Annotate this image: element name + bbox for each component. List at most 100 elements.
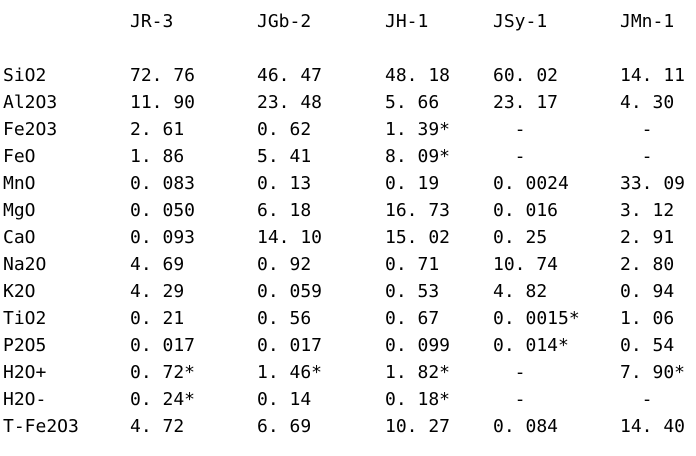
cell-value: 0. 54 xyxy=(620,335,675,356)
row-label: SiO2 xyxy=(3,65,47,86)
cell-value: 46. 47 xyxy=(257,65,323,86)
table-row: K2O 4. 29 0. 059 0. 53 4. 82 0. 94 xyxy=(3,278,696,305)
cell-value: 4. 30 xyxy=(620,92,675,113)
cell-value: 0. 099 xyxy=(385,335,451,356)
cell-value: 1. 39* xyxy=(385,119,451,140)
table-row: SiO2 72. 76 46. 47 48. 18 60. 02 14. 11 xyxy=(3,62,696,89)
cell-value: 0. 14 xyxy=(257,389,312,410)
cell-value: - xyxy=(641,146,653,167)
row-label: TiO2 xyxy=(3,308,47,329)
cell-value: 0. 24* xyxy=(130,389,196,410)
column-header: JR-3 xyxy=(130,11,174,32)
row-label: Na2O xyxy=(3,254,47,275)
cell-value: 0. 72* xyxy=(130,362,196,383)
cell-value: 5. 41 xyxy=(257,146,312,167)
table-row: H2O+ 0. 72* 1. 46* 1. 82* - 7. 90* xyxy=(3,359,696,386)
cell-value: 10. 74 xyxy=(493,254,559,275)
cell-value: 0. 71 xyxy=(385,254,440,275)
row-label: MgO xyxy=(3,200,36,221)
cell-value: - xyxy=(641,119,653,140)
cell-value: - xyxy=(514,119,526,140)
cell-value: 0. 0024 xyxy=(493,173,569,194)
cell-value: - xyxy=(514,146,526,167)
cell-value: 0. 56 xyxy=(257,308,312,329)
cell-value: 0. 25 xyxy=(493,227,548,248)
row-label: T-Fe2O3 xyxy=(3,416,79,437)
row-label: H2O- xyxy=(3,389,47,410)
cell-value: 5. 66 xyxy=(385,92,440,113)
cell-value: 0. 94 xyxy=(620,281,675,302)
cell-value: 0. 21 xyxy=(130,308,185,329)
cell-value: 4. 29 xyxy=(130,281,185,302)
cell-value: 1. 06 xyxy=(620,308,675,329)
column-header: JSy-1 xyxy=(493,11,548,32)
cell-value: 11. 90 xyxy=(130,92,196,113)
row-label: MnO xyxy=(3,173,36,194)
cell-value: 48. 18 xyxy=(385,65,451,86)
row-label: CaO xyxy=(3,227,36,248)
cell-value: 0. 093 xyxy=(130,227,196,248)
cell-value: 16. 73 xyxy=(385,200,451,221)
header-row: JR-3 JGb-2 JH-1 JSy-1 JMn-1 xyxy=(3,8,696,35)
cell-value: 0. 0015* xyxy=(493,308,580,329)
cell-value: 0. 19 xyxy=(385,173,440,194)
cell-value: 1. 82* xyxy=(385,362,451,383)
table-row: Al2O3 11. 90 23. 48 5. 66 23. 17 4. 30 xyxy=(3,89,696,116)
cell-value: 0. 92 xyxy=(257,254,312,275)
cell-value: - xyxy=(514,389,526,410)
table-row: MnO 0. 083 0. 13 0. 19 0. 0024 33. 09 xyxy=(3,170,696,197)
cell-value: 33. 09 xyxy=(620,173,686,194)
cell-value: - xyxy=(641,389,653,410)
cell-value: 0. 18* xyxy=(385,389,451,410)
cell-value: 23. 17 xyxy=(493,92,559,113)
column-header xyxy=(3,8,130,35)
cell-value: 0. 050 xyxy=(130,200,196,221)
row-label: Al2O3 xyxy=(3,92,58,113)
cell-value: 14. 11 xyxy=(620,65,686,86)
cell-value: 2. 80 xyxy=(620,254,675,275)
cell-value: 0. 016 xyxy=(493,200,559,221)
cell-value: 10. 27 xyxy=(385,416,451,437)
cell-value: 0. 084 xyxy=(493,416,559,437)
cell-value: 60. 02 xyxy=(493,65,559,86)
cell-value: 7. 90* xyxy=(620,362,686,383)
column-header: JMn-1 xyxy=(620,11,675,32)
cell-value: 4. 82 xyxy=(493,281,548,302)
cell-value: 0. 083 xyxy=(130,173,196,194)
cell-value: 3. 12 xyxy=(620,200,675,221)
spacer-row xyxy=(3,35,696,62)
row-label: H2O+ xyxy=(3,362,47,383)
row-label: P2O5 xyxy=(3,335,47,356)
cell-value: 0. 014* xyxy=(493,335,569,356)
cell-value: 4. 69 xyxy=(130,254,185,275)
table-row: TiO2 0. 21 0. 56 0. 67 0. 0015* 1. 06 xyxy=(3,305,696,332)
cell-value: 2. 91 xyxy=(620,227,675,248)
cell-value: 4. 72 xyxy=(130,416,185,437)
table-row: Fe2O3 2. 61 0. 62 1. 39* - - xyxy=(3,116,696,143)
row-label: Fe2O3 xyxy=(3,119,58,140)
cell-value: 8. 09* xyxy=(385,146,451,167)
cell-value: 14. 10 xyxy=(257,227,323,248)
cell-value: 0. 13 xyxy=(257,173,312,194)
cell-value: 15. 02 xyxy=(385,227,451,248)
table-row: MgO 0. 050 6. 18 16. 73 0. 016 3. 12 xyxy=(3,197,696,224)
column-header: JGb-2 xyxy=(257,11,312,32)
cell-value: 0. 059 xyxy=(257,281,323,302)
table-row: P2O5 0. 017 0. 017 0. 099 0. 014* 0. 54 xyxy=(3,332,696,359)
row-label: FeO xyxy=(3,146,36,167)
cell-value: 72. 76 xyxy=(130,65,196,86)
row-label: K2O xyxy=(3,281,36,302)
cell-value: 0. 017 xyxy=(130,335,196,356)
cell-value: 14. 40 xyxy=(620,416,686,437)
table-row: H2O- 0. 24* 0. 14 0. 18* - - xyxy=(3,386,696,413)
cell-value: 23. 48 xyxy=(257,92,323,113)
cell-value: 6. 69 xyxy=(257,416,312,437)
cell-value: 0. 53 xyxy=(385,281,440,302)
cell-value: - xyxy=(514,362,526,383)
table-row: FeO 1. 86 5. 41 8. 09* - - xyxy=(3,143,696,170)
table-row: T-Fe2O3 4. 72 6. 69 10. 27 0. 084 14. 40 xyxy=(3,413,696,440)
column-header: JH-1 xyxy=(385,11,429,32)
cell-value: 0. 62 xyxy=(257,119,312,140)
table-row: CaO 0. 093 14. 10 15. 02 0. 25 2. 91 xyxy=(3,224,696,251)
cell-value: 2. 61 xyxy=(130,119,185,140)
